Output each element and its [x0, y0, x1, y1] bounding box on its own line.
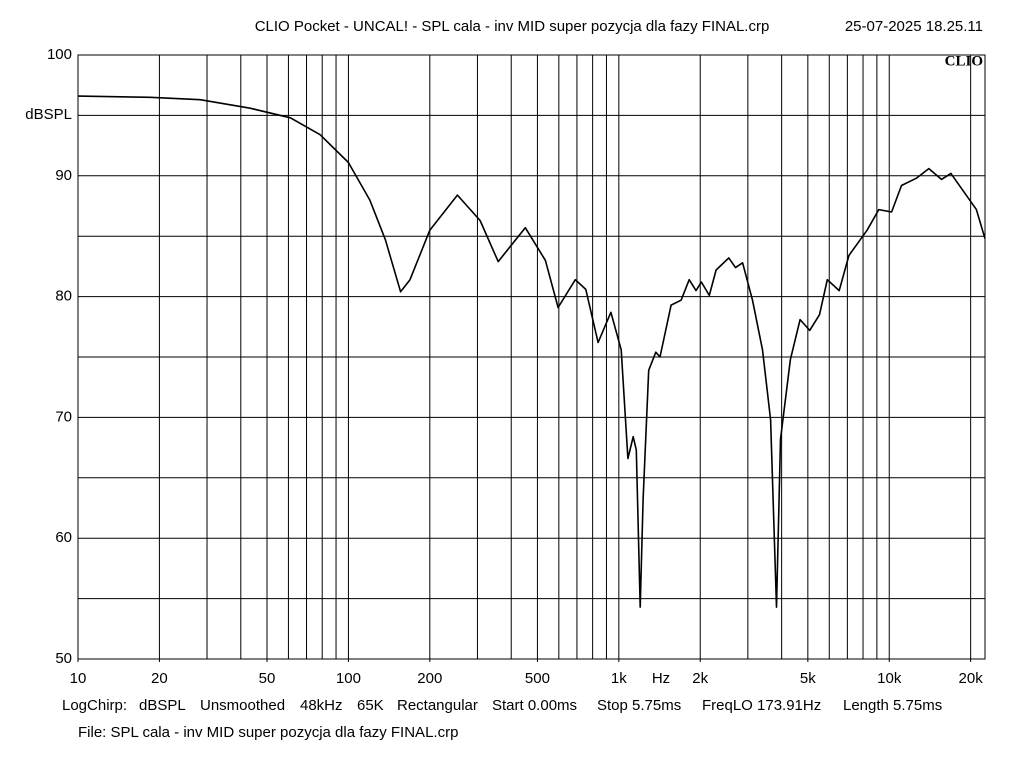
- y-tick-label: 90: [55, 167, 72, 184]
- info: Start 0.00ms: [492, 697, 577, 714]
- info: 48kHz: [300, 697, 343, 714]
- x-axis-label: Hz: [652, 670, 670, 687]
- info: Length 5.75ms: [843, 697, 942, 714]
- x-tick-label: 100: [336, 670, 361, 687]
- x-tick-label: 200: [417, 670, 442, 687]
- x-tick-label: 50: [259, 670, 276, 687]
- info: Rectangular: [397, 697, 478, 714]
- x-tick-label: 2k: [692, 670, 708, 687]
- date: 25-07-2025 18.25.11: [845, 18, 983, 35]
- info: FreqLO 173.91Hz: [702, 697, 821, 714]
- x-tick-label: 1k: [611, 670, 627, 687]
- info: dBSPL: [139, 697, 186, 714]
- y-tick-label: 100: [47, 46, 72, 63]
- chart-title: CLIO Pocket - UNCAL! - SPL cala - inv MI…: [255, 18, 770, 35]
- x-tick-label: 20: [151, 670, 168, 687]
- response-curve: [77, 95, 986, 608]
- info: Stop 5.75ms: [597, 697, 681, 714]
- x-tick-label: 5k: [800, 670, 816, 687]
- y-tick-label: 70: [55, 408, 72, 425]
- x-tick-label: 10k: [877, 670, 902, 687]
- x-tick-label: 500: [525, 670, 550, 687]
- x-tick-label: 20k: [959, 670, 984, 687]
- info: LogChirp:: [62, 697, 127, 714]
- y-tick-label: 50: [55, 650, 72, 667]
- x-tick-label: 10: [70, 670, 87, 687]
- y-tick-label: 60: [55, 529, 72, 546]
- y-tick-label: 80: [55, 288, 72, 305]
- logo: CLIO: [945, 53, 983, 69]
- info: Unsmoothed: [200, 697, 285, 714]
- y-axis-label: dBSPL: [25, 106, 72, 123]
- file-name: File: SPL cala - inv MID super pozycja d…: [78, 724, 458, 741]
- info: 65K: [357, 697, 384, 714]
